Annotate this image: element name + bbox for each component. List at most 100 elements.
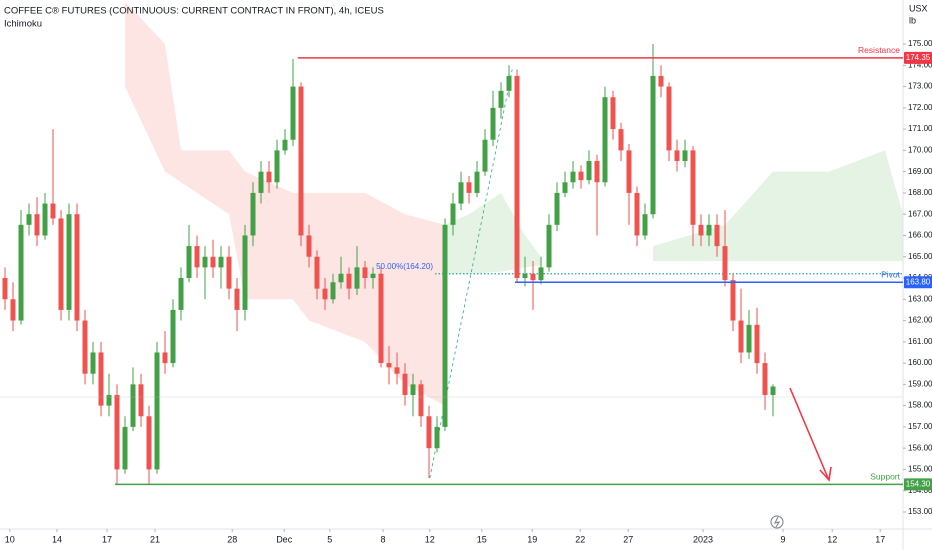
candle-body: [402, 373, 408, 395]
candle-body: [2, 278, 8, 300]
candle-body: [42, 203, 48, 236]
candle-body: [578, 171, 584, 181]
candle-body: [170, 309, 176, 364]
x-tick-label: 8: [380, 534, 385, 544]
y-tick-label: 171.00: [908, 124, 932, 133]
candle-body: [770, 386, 776, 395]
candle-body: [322, 288, 328, 300]
candle-body: [202, 256, 208, 268]
candle-body: [266, 171, 272, 183]
candle-body: [370, 273, 376, 279]
x-tick-label: 17: [875, 534, 885, 544]
candle-body: [274, 150, 280, 183]
candle-body: [474, 171, 480, 193]
level-name: Pivot: [881, 270, 901, 280]
forecast-arrow-head: [819, 466, 832, 482]
x-tick-label: 14: [52, 534, 62, 544]
price-tag-label: 174.35: [906, 53, 931, 62]
indicator-name: Ichimoku: [4, 19, 42, 30]
y-tick-label: 169.00: [908, 167, 932, 176]
unit: lb: [909, 15, 916, 25]
candle-body: [282, 139, 288, 151]
candle-body: [666, 86, 672, 151]
candle-body: [66, 214, 72, 310]
candle-body: [522, 273, 528, 279]
y-tick-label: 167.00: [908, 209, 932, 218]
candle-body: [562, 182, 568, 193]
x-tick-label: 12: [425, 534, 435, 544]
candle-body: [498, 90, 504, 108]
candle-body: [346, 273, 352, 289]
candle-body: [674, 150, 680, 162]
y-tick-label: 158.00: [908, 401, 932, 410]
chart-title: COFFEE C® FUTURES (CONTINUOUS: CURRENT C…: [4, 6, 384, 17]
candle-body: [642, 214, 648, 236]
candle-body: [26, 214, 32, 225]
candle-body: [698, 224, 704, 236]
x-tick-label: 17: [102, 534, 112, 544]
candle-body: [138, 384, 144, 417]
level-name: Support: [870, 472, 900, 482]
candle-body: [194, 246, 200, 268]
candle-body: [314, 256, 320, 289]
candle-body: [162, 352, 168, 364]
candle-body: [242, 235, 248, 310]
replay-icon-bolt: [774, 516, 781, 528]
y-tick-label: 157.00: [908, 422, 932, 431]
candle-body: [754, 324, 760, 364]
y-tick-label: 172.00: [908, 103, 932, 112]
candle-body: [434, 426, 440, 449]
y-tick-label: 173.00: [908, 82, 932, 91]
candle-body: [762, 363, 768, 395]
level-name: Resistance: [858, 45, 900, 55]
x-tick-label: 21: [150, 534, 160, 544]
candle-body: [418, 384, 424, 417]
price-tag: [904, 276, 932, 289]
candle-body: [154, 352, 160, 470]
y-tick-label: 153.00: [908, 507, 932, 516]
x-tick-label: 19: [527, 534, 537, 544]
candle-body: [442, 224, 448, 427]
candle-body: [682, 150, 688, 162]
candle-body: [378, 273, 384, 364]
candle-body: [530, 273, 536, 281]
candle-body: [186, 246, 192, 279]
candle-body: [714, 224, 720, 247]
unit: USX: [909, 3, 928, 13]
candle-body: [122, 426, 128, 470]
candle-body: [466, 182, 472, 193]
candle-body: [130, 384, 136, 427]
candle-body: [106, 394, 112, 406]
candle-body: [554, 192, 560, 225]
candle-body: [146, 416, 152, 470]
candle-body: [18, 224, 24, 321]
candle-body: [546, 224, 552, 268]
y-tick-label: 161.00: [908, 337, 932, 346]
candle-body: [362, 267, 368, 279]
candle-body: [730, 280, 736, 321]
candle-body: [506, 75, 512, 91]
candle-body: [234, 288, 240, 310]
candle-body: [98, 352, 104, 406]
x-tick-label: Dec: [276, 534, 293, 544]
candle-body: [458, 182, 464, 204]
y-tick-label: 160.00: [908, 358, 932, 367]
y-tick-label: 163.00: [908, 294, 932, 303]
candle-body: [226, 256, 232, 289]
candle-body: [538, 267, 544, 281]
replay-icon[interactable]: [770, 515, 784, 529]
price-tag: [904, 478, 932, 491]
x-tick-label: 2023: [693, 534, 713, 544]
y-tick-label: 174.00: [908, 60, 932, 69]
candle-body: [746, 324, 752, 353]
x-tick-label: 28: [227, 534, 237, 544]
x-tick-label: 12: [827, 534, 837, 544]
candle-body: [490, 107, 496, 140]
x-tick-label: 9: [780, 534, 785, 544]
y-tick-label: 165.00: [908, 252, 932, 261]
candle-body: [90, 352, 96, 374]
candle-body: [330, 282, 336, 300]
x-tick-label: 15: [477, 534, 487, 544]
